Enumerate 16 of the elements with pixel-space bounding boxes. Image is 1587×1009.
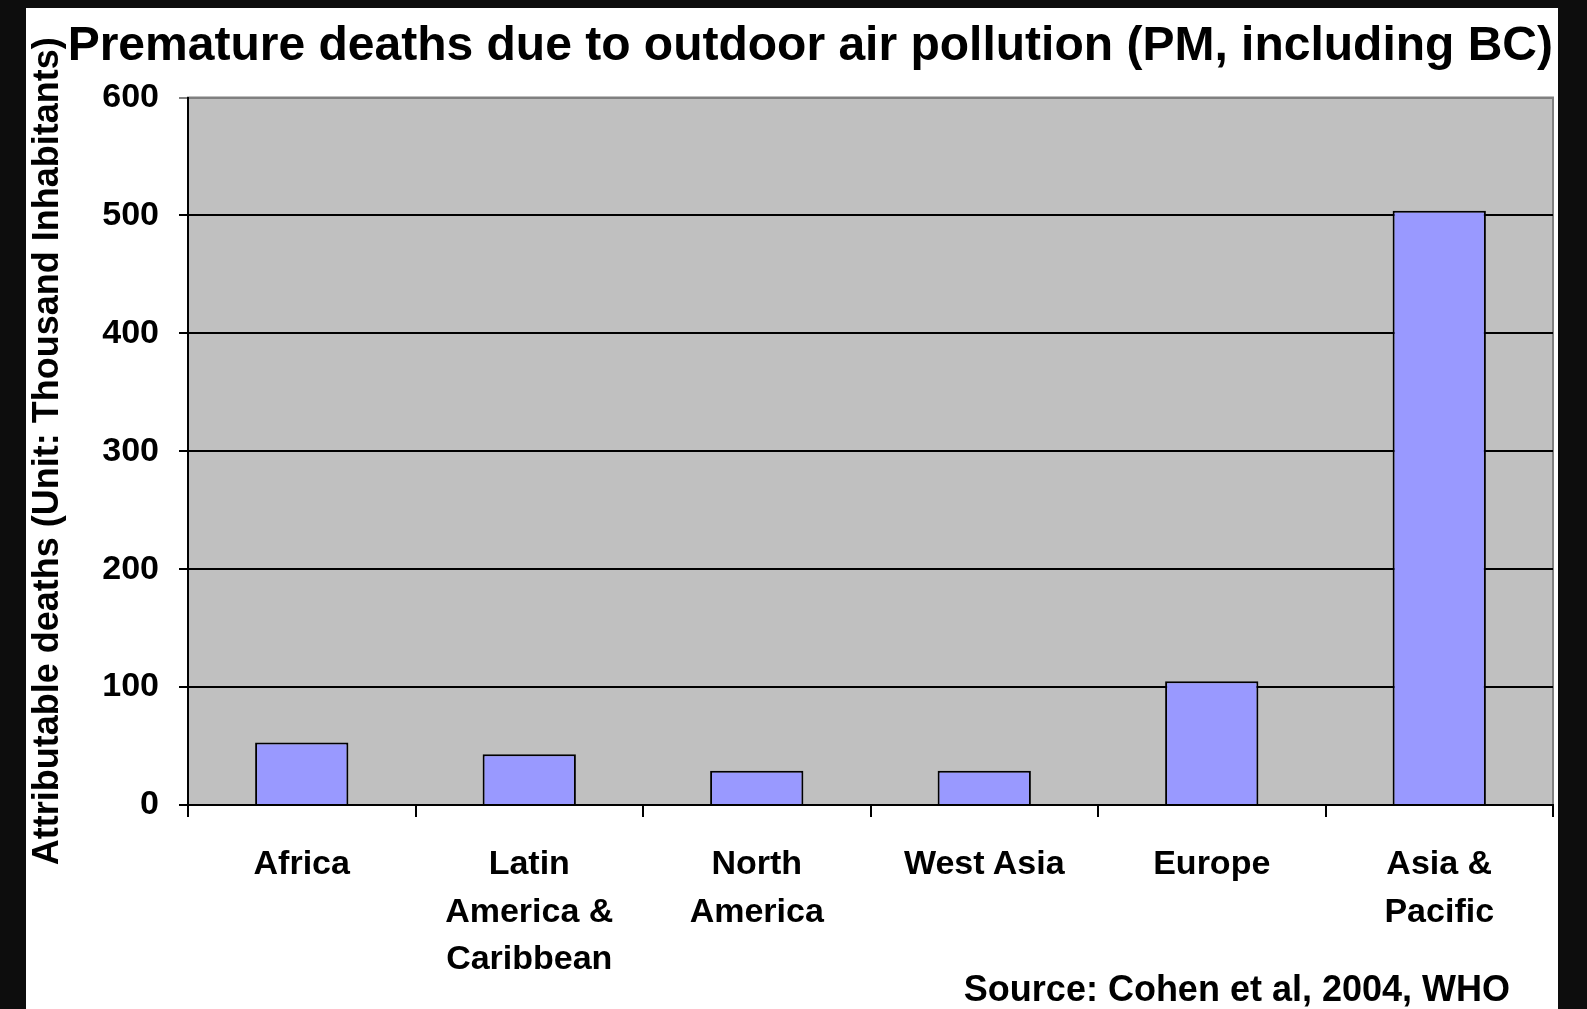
y-tick-label: 100 bbox=[102, 665, 159, 704]
y-tick-label: 600 bbox=[102, 75, 159, 114]
x-tick-label: Africa bbox=[253, 843, 352, 882]
x-tick-label: West Asia bbox=[903, 843, 1066, 882]
y-axis-title: Attributable deaths (Unit: Thousand Inhabitants) bbox=[24, 37, 66, 866]
y-tick-label: 400 bbox=[102, 311, 159, 350]
y-tick-label: 0 bbox=[140, 783, 159, 822]
y-tick-label: 300 bbox=[102, 429, 159, 468]
y-tick-label: 200 bbox=[102, 547, 159, 586]
source-note: Source: Cohen et al, 2004, WHO bbox=[963, 968, 1510, 1009]
x-tick-label: Europe bbox=[1153, 843, 1271, 882]
x-tick-label: North America bbox=[689, 843, 825, 929]
chart-title: Premature deaths due to outdoor air pollution (PM, including BC) bbox=[67, 17, 1553, 71]
x-tick-label: Latin America & Caribbean bbox=[445, 843, 614, 977]
x-tick-label: Asia & Pacific bbox=[1384, 843, 1495, 929]
y-tick-label: 500 bbox=[102, 193, 159, 232]
